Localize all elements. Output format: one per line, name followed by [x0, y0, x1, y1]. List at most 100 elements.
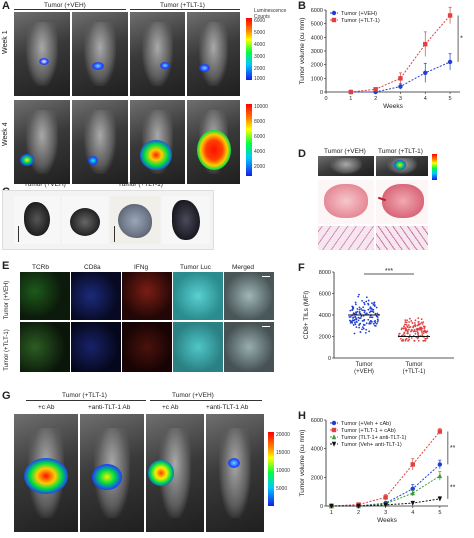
data-point — [361, 320, 364, 322]
data-point — [353, 332, 356, 335]
colorbar-tick: 5000 — [276, 486, 288, 492]
luminescence-spot — [148, 460, 174, 486]
data-point — [370, 310, 373, 313]
stain-label-cd8a: CD8a — [84, 264, 101, 271]
data-point — [416, 331, 419, 334]
data-point — [417, 333, 419, 335]
scale-bar — [262, 326, 270, 327]
data-point — [417, 320, 420, 323]
colorbar — [268, 432, 274, 506]
data-point — [362, 306, 365, 309]
data-point — [421, 331, 423, 334]
mouse-image — [206, 414, 264, 532]
data-point — [354, 303, 357, 306]
significance-mark: ** — [450, 484, 456, 491]
data-point — [447, 13, 453, 18]
x-tick-label: 3 — [384, 510, 387, 516]
data-point — [422, 325, 425, 328]
data-point — [367, 308, 370, 311]
data-point — [353, 321, 356, 324]
data-point — [415, 328, 418, 331]
x-tick-label: 2 — [357, 510, 360, 516]
data-point — [410, 490, 415, 496]
x-tick-label: (+VEH) — [354, 369, 374, 375]
data-point — [331, 420, 337, 426]
data-point — [348, 89, 354, 95]
data-point — [357, 316, 360, 319]
data-point — [371, 316, 374, 319]
mouse-image — [14, 414, 78, 532]
mouse-image — [130, 12, 185, 96]
mouse-image — [318, 156, 374, 176]
colorbar-tick: 6000 — [254, 134, 266, 140]
data-point — [365, 312, 368, 315]
data-point — [437, 429, 443, 434]
data-point — [363, 303, 366, 306]
data-point — [355, 313, 358, 315]
data-point — [422, 332, 425, 335]
legend-label: Tumor (TLT-1+ anti-TLT-1) — [341, 435, 406, 441]
row-label-veh: Tumor (+VEH) — [4, 280, 10, 320]
data-point — [424, 330, 427, 333]
data-point — [331, 427, 337, 433]
mouse-image — [130, 100, 185, 184]
x-tick-label: 3 — [399, 96, 402, 102]
data-point — [356, 503, 361, 509]
panel-h-chart: 0 2000 4000 6000 1 2 3 4 5 Weeks Tumor volume (cu … — [299, 418, 456, 524]
x-axis-label: Weeks — [383, 103, 403, 110]
data-point — [405, 323, 408, 326]
y-tick-label: 4000 — [311, 35, 323, 41]
data-point — [403, 325, 406, 328]
data-point — [420, 330, 423, 332]
data-point — [359, 317, 362, 319]
y-axis-label: CD8+ TILs (MFI) — [303, 291, 310, 339]
data-point — [376, 316, 379, 319]
data-point — [416, 329, 419, 331]
data-point — [362, 327, 365, 330]
header-rule — [130, 9, 240, 10]
mouse-image — [72, 100, 128, 184]
y-tick-label: 4000 — [311, 447, 323, 453]
data-point — [424, 337, 427, 340]
data-point — [351, 309, 354, 311]
data-point — [358, 308, 361, 311]
data-point — [372, 303, 375, 306]
y-tick-label: 5000 — [311, 22, 323, 28]
panel-g-label: G — [2, 390, 11, 402]
data-point — [375, 322, 378, 325]
data-point — [361, 326, 364, 329]
colorbar-tick: 5000 — [254, 30, 266, 36]
header-rule — [26, 400, 146, 401]
luminescence-spot — [197, 130, 231, 170]
panel-f-label: F — [298, 262, 305, 274]
tumor-photo — [110, 196, 160, 244]
colorbar-tick: 3000 — [254, 54, 266, 60]
luminescence-spot — [88, 156, 98, 165]
significance-mark: * — [460, 36, 463, 43]
data-point — [361, 309, 364, 312]
data-point — [398, 76, 403, 81]
lung-histology — [376, 226, 428, 250]
data-point — [422, 339, 425, 342]
data-point — [410, 500, 415, 506]
significance-mark: *** — [385, 268, 393, 275]
header-rule — [14, 9, 126, 10]
panel-b-chart: 0 1000 2000 3000 4000 5000 6000 0 1 2 3 4 5 Weeks Tumo… — [299, 6, 463, 110]
data-point — [398, 84, 403, 89]
lung-photo — [318, 180, 374, 224]
data-point — [426, 330, 429, 333]
data-point — [358, 293, 360, 296]
sub-header: +anti-TLT-1 Ab — [88, 404, 131, 411]
y-axis-label: Tumor volume (cu mm) — [299, 18, 306, 85]
stain-label-tcrb: TCRb — [32, 264, 49, 271]
data-point — [365, 322, 368, 325]
sub-header: +anti-TLT-1 Ab — [206, 404, 249, 411]
colorbar-tick: 6000 — [254, 18, 266, 24]
data-point — [422, 330, 425, 333]
panel-d-label: D — [298, 148, 306, 160]
stain-label-merged: Merged — [232, 264, 255, 271]
data-point — [363, 311, 366, 314]
micrograph-tcrb — [20, 272, 70, 320]
data-point — [403, 331, 406, 334]
data-point — [421, 334, 424, 336]
